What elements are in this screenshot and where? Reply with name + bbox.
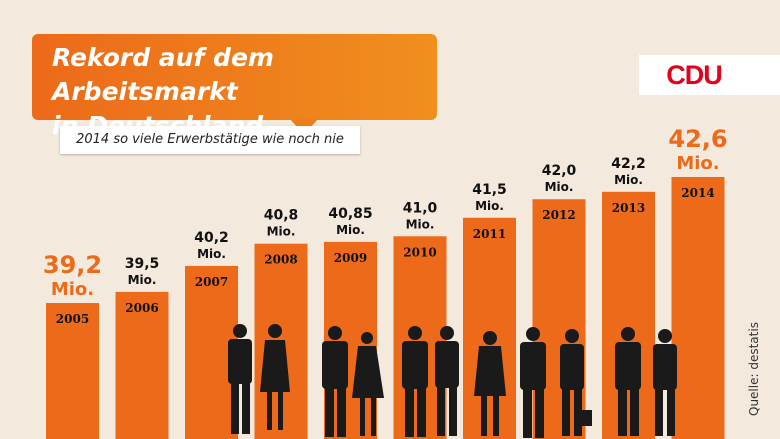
person-silhouette <box>322 326 348 437</box>
unit-label-2009: Mio. <box>336 223 365 237</box>
person-silhouette <box>560 329 592 436</box>
bar-2013 <box>602 191 655 439</box>
value-label-2008: 40,8 <box>264 208 299 224</box>
person-silhouette <box>260 324 290 430</box>
bar-2005 <box>46 303 99 439</box>
value-label-2013: 42,2 <box>611 156 646 172</box>
unit-label-2006: Mio. <box>128 273 157 287</box>
value-label-2007: 40,2 <box>194 230 229 246</box>
subtitle-box: 2014 so viele Erwerbstätige wie noch nie <box>60 126 360 154</box>
silhouettes-decoration <box>228 324 677 438</box>
value-label-2012: 42,0 <box>542 163 577 179</box>
unit-label-2010: Mio. <box>406 217 435 231</box>
value-label-2009: 40,85 <box>328 206 372 222</box>
value-label-2006: 39,5 <box>125 256 160 272</box>
unit-label-2014: Mio. <box>676 153 719 174</box>
value-label-2010: 41,0 <box>403 200 438 216</box>
unit-label-2007: Mio. <box>197 247 226 261</box>
year-label-2009: 2009 <box>334 251 367 265</box>
person-silhouette <box>474 331 506 436</box>
year-label-2006: 2006 <box>125 301 158 315</box>
year-label-2013: 2013 <box>612 201 645 215</box>
unit-label-2005: Mio. <box>51 279 94 300</box>
year-label-2012: 2012 <box>542 208 575 222</box>
person-silhouette <box>228 324 252 434</box>
bar-2014 <box>671 177 725 439</box>
unit-label-2013: Mio. <box>614 173 643 187</box>
person-silhouette <box>435 326 459 436</box>
unit-label-2011: Mio. <box>475 199 504 213</box>
year-label-2007: 2007 <box>195 275 228 289</box>
year-label-2005: 2005 <box>56 312 89 326</box>
cdu-logo: CDU <box>639 55 780 95</box>
person-silhouette <box>402 326 428 437</box>
value-label-2011: 41,5 <box>472 182 507 198</box>
unit-label-2008: Mio. <box>267 225 296 239</box>
unit-label-2012: Mio. <box>545 180 574 194</box>
source-note: Quelle: destatis <box>747 322 761 416</box>
year-label-2014: 2014 <box>681 186 714 200</box>
year-label-2010: 2010 <box>403 245 436 259</box>
year-label-2011: 2011 <box>473 227 506 241</box>
person-silhouette <box>520 327 546 438</box>
bar-2011 <box>463 217 516 439</box>
title-bubble <box>32 34 437 135</box>
person-silhouette <box>352 332 384 436</box>
year-label-2008: 2008 <box>264 253 297 267</box>
chart-subtitle: 2014 so viele Erwerbstätige wie noch nie <box>76 132 344 147</box>
bar-2006 <box>115 291 169 439</box>
logo-text: CDU <box>666 60 723 90</box>
value-label-2005: 39,2 <box>43 251 102 279</box>
value-label-2014: 42,6 <box>668 125 727 153</box>
person-silhouette <box>653 329 677 436</box>
person-silhouette <box>615 327 641 436</box>
